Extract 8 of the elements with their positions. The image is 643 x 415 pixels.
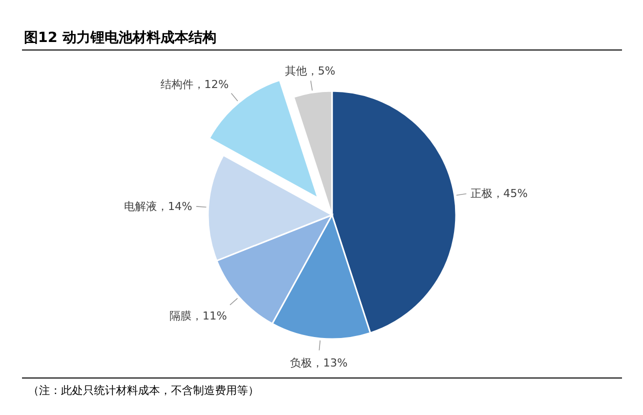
slice-label: 隔膜，11% xyxy=(170,310,227,323)
chart-title: 图12 动力锂电池材料成本结构 xyxy=(24,30,216,46)
slice-label: 电解液，14% xyxy=(124,200,192,214)
slice-label: 其他，5% xyxy=(284,64,336,78)
slice-label: 结构件，12% xyxy=(160,78,229,92)
slice-label: 正极，45% xyxy=(470,187,528,200)
text: （注：此处只统计材料成本，不含制造费用等） xyxy=(28,384,259,397)
slice-label: 负极，13% xyxy=(290,356,348,370)
